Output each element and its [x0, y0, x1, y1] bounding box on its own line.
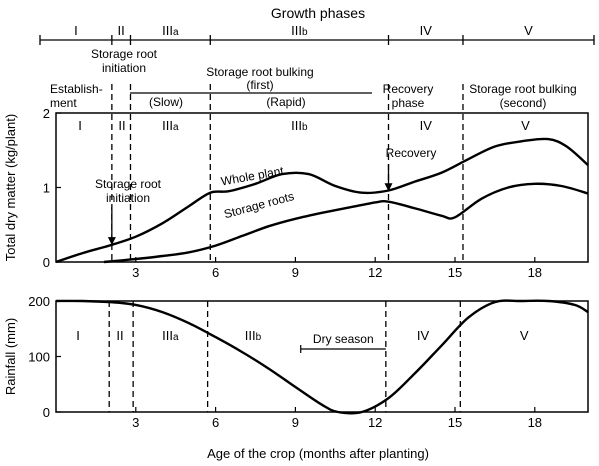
y-tick-label: 100 [28, 350, 50, 365]
y-tick-label: 0 [43, 255, 50, 270]
rainfall-line [55, 299, 589, 415]
arrow-head [107, 237, 116, 246]
whole-plant-line [55, 137, 589, 264]
x-axis-label: Age of the crop (months after planting) [207, 446, 429, 461]
x-tick-label: 12 [368, 265, 382, 280]
arrow-head [384, 183, 393, 192]
x-tick-label: 9 [292, 265, 299, 280]
x-tick-label: 18 [528, 415, 542, 430]
phase-bar-label: IV [420, 23, 433, 38]
x-tick-label: 9 [292, 415, 299, 430]
phase-label: I [76, 328, 80, 343]
phase-label: IIIb [291, 118, 308, 133]
y-tick-label: 2 [43, 106, 50, 121]
phase-bar-label: IIIb [291, 23, 308, 38]
chart-title: Growth phases [271, 5, 365, 21]
recovery-annotation: Recovery [386, 146, 437, 160]
phase-bar-label: V [524, 23, 533, 38]
x-tick-label: 3 [132, 265, 139, 280]
x-tick-label: 6 [212, 415, 219, 430]
phase-bar-label: IIIa [162, 23, 179, 38]
phase-label: I [78, 118, 82, 133]
x-tick-label: 18 [528, 265, 542, 280]
recovery-phase-label: Recovery phase [383, 82, 434, 110]
bulking-second-label: Storage root bulking (second) [469, 82, 576, 110]
x-tick-label: 6 [212, 265, 219, 280]
phase-bar: I II IIIa IIIb IV V [39, 23, 595, 45]
y-tick-label: 0 [43, 405, 50, 420]
phase-bar-label: II [118, 23, 125, 38]
y-tick-label: 200 [28, 294, 50, 309]
storage-roots-line [103, 182, 589, 264]
storage-roots-label: Storage roots [222, 189, 295, 221]
x-tick-label: 12 [368, 415, 382, 430]
x-tick-label: 15 [448, 415, 462, 430]
storage-root-initiation-annotation: Storage root initiation [95, 177, 162, 205]
slow-label: (Slow) [149, 95, 183, 109]
phase-label: V [520, 328, 529, 343]
y-axis-label: Total dry matter (kg/plant) [3, 114, 18, 261]
phase-label: IIIb [245, 328, 262, 343]
y-axis-label: Rainfall (mm) [3, 318, 18, 395]
x-tick-label: 3 [132, 415, 139, 430]
phase-label: IIIa [162, 328, 179, 343]
establishment-label: Establish-ment [50, 82, 103, 110]
phase-label: V [521, 118, 530, 133]
rapid-label: (Rapid) [266, 95, 305, 109]
dry-season-label: Dry season [313, 332, 374, 346]
storage-root-initiation-top-label: Storage root initiation [91, 47, 158, 75]
phase-label: IIIa [162, 118, 179, 133]
y-tick-label: 1 [43, 181, 50, 196]
phase-label: II [118, 118, 125, 133]
plot-frame [55, 300, 589, 413]
phase-label: IV [420, 118, 433, 133]
phase-bar-label: I [74, 23, 78, 38]
x-tick-label: 15 [448, 265, 462, 280]
phase-label: II [116, 328, 123, 343]
bulking-first-label: Storage root bulking (first) [206, 65, 313, 92]
phase-label: IV [417, 328, 430, 343]
